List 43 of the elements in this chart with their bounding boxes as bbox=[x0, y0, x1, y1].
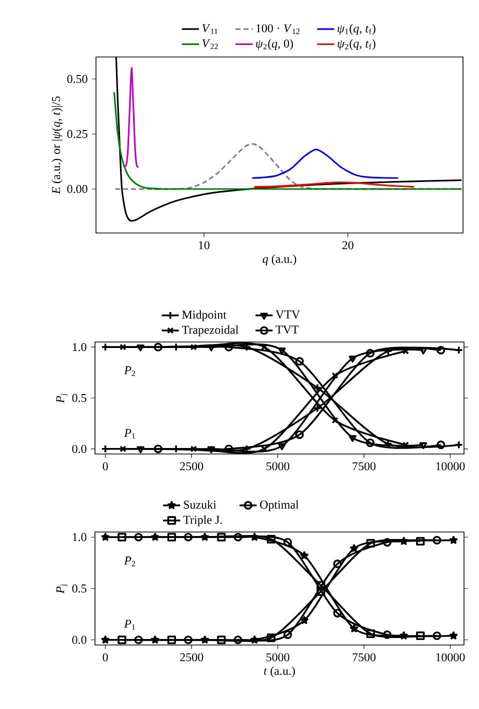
y-tick-label: 1.0 bbox=[72, 343, 86, 352]
y-tick-label: 0.25 bbox=[67, 130, 88, 138]
x-tick-label: 2500 bbox=[180, 462, 204, 470]
legend-label: ψ$_{2}$(q, 0) bbox=[256, 39, 293, 50]
y-axis-title: P$_{j}$ bbox=[56, 394, 68, 404]
x-tick-label: 2500 bbox=[180, 653, 204, 662]
annotation: P$_{1}$ bbox=[124, 620, 135, 630]
x-tick-label: 0 bbox=[102, 653, 108, 662]
annotation: P$_{2}$ bbox=[124, 556, 136, 566]
legend-label: Trapezoidal bbox=[182, 325, 238, 336]
legend-label: Optimal bbox=[260, 500, 299, 512]
x-tick-label: 7500 bbox=[352, 462, 376, 470]
annotation: P$_{2}$ bbox=[124, 366, 136, 376]
x-axis-title: t (a.u.) bbox=[264, 666, 295, 678]
legend-label: Triple J. bbox=[183, 515, 222, 526]
x-tick-label: 10000 bbox=[436, 462, 465, 470]
legend-label: 100 · V$_{12}$ bbox=[256, 24, 300, 34]
x-tick-label: 7500 bbox=[352, 653, 376, 662]
y-tick-label: 0.0 bbox=[72, 444, 86, 453]
x-tick-label: 20 bbox=[342, 241, 354, 250]
legend-label: Suzuki bbox=[184, 500, 216, 509]
x-axis-title: q (a.u.) bbox=[262, 254, 296, 266]
legend-label: ψ$_{2}$(q, t$_{f}$) bbox=[338, 39, 376, 50]
y-tick-label: 1.0 bbox=[72, 533, 86, 542]
legend-label: TVT bbox=[276, 326, 299, 334]
legend-label: V$_{22}$ bbox=[202, 39, 218, 50]
x-tick-label: 10 bbox=[198, 241, 210, 250]
y-tick-label: 0.00 bbox=[67, 184, 88, 194]
legend-label: Midpoint bbox=[182, 310, 226, 322]
legend-label: V$_{11}$ bbox=[202, 24, 218, 34]
y-tick-label: 0.5 bbox=[72, 584, 86, 593]
x-tick-label: 5000 bbox=[266, 462, 290, 470]
y-tick-label: 0.5 bbox=[72, 394, 86, 402]
x-tick-label: 10000 bbox=[436, 653, 465, 662]
annotation: P$_{1}$ bbox=[124, 429, 135, 439]
y-axis-title: P$_{j}$ bbox=[56, 584, 68, 594]
x-tick-label: 0 bbox=[102, 462, 108, 470]
y-axis-title: E (a.u.) or |ψ(q, t)|/5 bbox=[52, 96, 63, 194]
x-tick-label: 5000 bbox=[266, 653, 290, 662]
y-tick-label: 0.50 bbox=[67, 74, 88, 84]
legend-label: ψ$_{1}$(q, t$_{f}$) bbox=[338, 24, 376, 35]
y-tick-label: 0.0 bbox=[72, 636, 86, 644]
legend-label: VTV bbox=[276, 310, 300, 319]
